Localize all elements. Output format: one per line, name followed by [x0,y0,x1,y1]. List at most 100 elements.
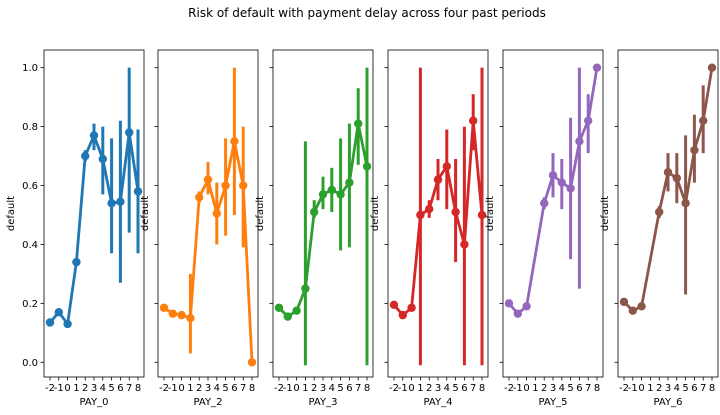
data-point [584,116,593,125]
x-axis-label: PAY_0 [80,397,109,408]
x-tick-label: 6 [691,383,697,394]
data-point [54,307,63,317]
data-point [557,178,566,187]
data-point [159,303,169,312]
data-point [442,162,451,171]
x-tick-label: 6 [461,383,467,394]
data-point [168,309,177,318]
data-point [125,128,134,137]
data-point [513,309,522,318]
series-pay-2 [159,67,257,367]
data-point [107,198,116,208]
data-point [566,184,575,193]
x-tick-label: 5 [567,383,573,394]
data-point [274,303,284,312]
data-point [292,306,301,315]
data-point [460,240,469,249]
data-point [239,181,248,190]
x-tick-label: 7 [240,383,246,394]
data-point [398,310,407,320]
x-tick-label: -1 [628,383,638,394]
x-tick-label: 2 [426,383,432,394]
x-tick-label: -1 [168,383,178,394]
x-tick-label: 8 [479,383,485,394]
x-tick-label: 1 [647,383,653,394]
data-point [389,300,399,310]
y-axis-label: default [140,196,151,231]
x-tick-label: 7 [700,383,706,394]
data-point [504,299,514,308]
x-tick-label: 2 [541,383,547,394]
data-point [247,358,257,367]
data-point [318,190,328,199]
x-tick-label: 3 [665,383,671,394]
x-tick-label: 4 [444,383,450,394]
y-tick-label: 0.4 [22,240,38,251]
data-point [301,284,310,293]
data-point [637,302,646,311]
data-point [186,313,195,323]
x-tick-label: -1 [513,383,523,394]
panel-pay-0: 0.0 0.2 0.4 0.6 0.8 1.0 -2-1 0 1 2 3 4 5 6 7 8 PAY_0 defa… [6,49,145,408]
data-point [619,297,629,307]
data-point [63,319,72,329]
x-tick-label: 2 [311,383,317,394]
x-tick-label: 0 [64,383,70,394]
x-axis-label: PAY_2 [194,397,223,408]
data-point [451,207,460,217]
data-point [425,204,434,214]
y-axis-label: default [485,196,496,231]
panel-pay-4: -2-1 0 1 2 3 4 5 6 7 8 PAY_4 default [370,49,489,408]
series-pay-6 [619,63,717,315]
x-tick-label: 0 [408,383,414,394]
data-point [416,210,425,220]
x-axis-label: PAY_5 [539,397,568,408]
x-tick-label: -2 [45,383,55,394]
x-tick-label: -2 [389,383,399,394]
y-tick-label: 0.6 [22,181,38,192]
y-axis-label: default [370,196,381,231]
data-point [575,137,584,146]
series-line [623,67,714,313]
data-point [45,318,55,327]
series-pay-0 [45,67,143,329]
x-tick-label: 1 [532,383,538,394]
data-point [89,131,99,140]
x-tick-label: 5 [337,383,343,394]
series-line [48,131,140,326]
data-point [98,154,108,164]
data-point [327,185,336,195]
x-tick-label: -1 [54,383,64,394]
data-point [663,168,673,177]
x-axis-label: PAY_3 [309,397,338,408]
x-tick-label: 1 [187,383,193,394]
x-tick-label: 5 [682,383,688,394]
data-point [283,312,292,321]
y-tick-label: 0.0 [22,358,38,369]
y-axis-label: default [6,196,17,231]
data-point [628,306,637,315]
data-point [177,310,186,320]
x-tick-label: 4 [214,383,220,394]
y-tick-label: 1.0 [22,63,38,74]
data-point [477,210,487,220]
data-point [310,207,319,217]
x-tick-label: 1 [73,383,79,394]
x-axis-label: PAY_4 [424,397,453,408]
data-point [362,162,372,171]
x-tick-label: 0 [638,383,644,394]
x-tick-label: -2 [274,383,284,394]
x-tick-label: -2 [504,383,514,394]
series-pay-5 [504,63,602,318]
data-point [469,116,478,125]
data-point [707,63,717,72]
x-tick-label: 7 [585,383,591,394]
data-point [433,175,443,184]
x-tick-label: 6 [117,383,123,394]
x-tick-label: 1 [302,383,308,394]
x-tick-label: 8 [709,383,715,394]
x-tick-label: 0 [293,383,299,394]
data-point [133,187,143,196]
x-tick-label: 7 [126,383,132,394]
